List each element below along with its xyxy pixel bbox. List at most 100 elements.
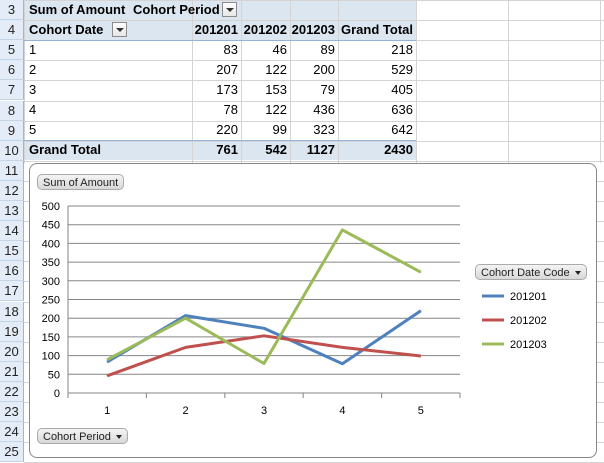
row-header[interactable]: 15: [0, 241, 24, 261]
y-tick-label: 50: [48, 369, 60, 381]
row-header[interactable]: 17: [0, 281, 24, 301]
row-header[interactable]: 25: [0, 442, 24, 462]
pivot-value-cell[interactable]: 78: [223, 102, 238, 117]
pivot-value-cell[interactable]: 200: [313, 62, 335, 77]
pivot-value-cell[interactable]: 529: [391, 62, 413, 77]
row-header[interactable]: 5: [0, 40, 24, 60]
data-point: [341, 346, 343, 348]
legend-field-label: Cohort Date Code: [481, 267, 570, 279]
pivot-chart[interactable]: Sum of Amount Cohort Period Cohort Date …: [29, 163, 597, 458]
y-tick-label: 200: [42, 313, 60, 325]
pivot-value-cell[interactable]: 89: [320, 42, 335, 57]
pivot-value-cell[interactable]: 173: [216, 82, 238, 97]
row-gridline: [24, 141, 604, 142]
pivot-row-field[interactable]: Cohort Date: [29, 22, 104, 37]
pivot-header-border: [24, 40, 416, 41]
pivot-row-label[interactable]: 2: [29, 62, 37, 77]
row-gridline: [24, 101, 604, 102]
pivot-row-label[interactable]: 5: [29, 122, 37, 137]
pivot-value-cell[interactable]: 46: [272, 42, 287, 57]
row-gridline: [24, 80, 604, 81]
grand-total-label: Grand Total: [29, 142, 101, 157]
pivot-column-header: 201202: [243, 22, 287, 37]
pivot-value-cell[interactable]: 99: [272, 122, 287, 137]
row-header[interactable]: 4: [0, 20, 24, 40]
pivot-value-cell[interactable]: 642: [391, 122, 413, 137]
row-header[interactable]: 19: [0, 322, 24, 342]
x-tick-label: 3: [261, 405, 267, 417]
row-header[interactable]: 11: [0, 161, 24, 181]
data-point: [263, 335, 265, 337]
pivot-row-label[interactable]: 3: [29, 82, 37, 97]
row-header[interactable]: 21: [0, 362, 24, 382]
pivot-value-cell[interactable]: 405: [391, 82, 413, 97]
chevron-down-icon: [115, 435, 122, 440]
legend-field-button[interactable]: Cohort Date Code: [475, 264, 587, 280]
y-tick-label: 300: [42, 276, 60, 288]
column-gridline: [508, 0, 509, 163]
y-tick-label: 100: [42, 351, 60, 363]
data-point: [420, 310, 422, 312]
column-filter-dropdown[interactable]: [222, 2, 237, 17]
x-tick-label: 1: [104, 405, 110, 417]
row-header[interactable]: 13: [0, 201, 24, 221]
row-header[interactable]: 24: [0, 422, 24, 442]
pivot-value-cell[interactable]: 83: [223, 42, 238, 57]
data-point: [263, 362, 265, 364]
y-tick-label: 0: [54, 388, 60, 400]
data-point: [185, 346, 187, 348]
pivot-value-cell[interactable]: 153: [265, 82, 287, 97]
grand-total-cell: 2430: [384, 142, 413, 157]
pivot-value-field: Sum of Amount: [29, 2, 126, 17]
data-point: [341, 363, 343, 365]
row-header[interactable]: 23: [0, 402, 24, 422]
value-field-label: Sum of Amount: [43, 177, 119, 189]
pivot-value-cell[interactable]: 636: [391, 102, 413, 117]
y-tick-label: 250: [42, 295, 60, 307]
row-header[interactable]: 6: [0, 60, 24, 80]
x-tick-label: 4: [339, 405, 345, 417]
axis-field-label: Cohort Period: [43, 431, 111, 443]
row-header[interactable]: 22: [0, 382, 24, 402]
value-field-button[interactable]: Sum of Amount: [37, 174, 125, 190]
x-tick-label: 2: [183, 405, 189, 417]
pivot-column-header: Grand Total: [341, 22, 413, 37]
row-filter-dropdown[interactable]: [112, 22, 127, 37]
pivot-value-cell[interactable]: 207: [216, 62, 238, 77]
pivot-value-cell[interactable]: 218: [391, 42, 413, 57]
row-header[interactable]: 12: [0, 181, 24, 201]
column-gridline: [338, 0, 339, 163]
row-header[interactable]: 10: [0, 141, 24, 161]
pivot-column-field[interactable]: Cohort Period: [133, 2, 220, 17]
pivot-row-label[interactable]: 4: [29, 102, 37, 117]
axis-field-button[interactable]: Cohort Period: [37, 428, 128, 444]
column-gridline: [600, 0, 601, 163]
grand-total-cell: 542: [265, 142, 287, 157]
row-header[interactable]: 16: [0, 261, 24, 281]
row-gridline: [24, 121, 604, 122]
pivot-value-cell[interactable]: 436: [313, 102, 335, 117]
pivot-value-cell[interactable]: 220: [216, 122, 238, 137]
row-gridline: [24, 20, 604, 21]
y-tick-label: 450: [42, 220, 60, 232]
x-tick-label: 5: [418, 405, 424, 417]
legend-entry: 201202: [510, 315, 547, 327]
pivot-value-cell[interactable]: 122: [265, 62, 287, 77]
data-point: [341, 229, 343, 231]
row-header[interactable]: 9: [0, 121, 24, 141]
pivot-value-cell[interactable]: 323: [313, 122, 335, 137]
grand-total-cell: 761: [216, 142, 238, 157]
row-header[interactable]: 8: [0, 101, 24, 121]
row-header[interactable]: 7: [0, 80, 24, 100]
row-header[interactable]: 3: [0, 0, 24, 20]
row-header[interactable]: 18: [0, 302, 24, 322]
row-header[interactable]: 20: [0, 342, 24, 362]
pivot-column-header: 201201: [194, 22, 238, 37]
data-point: [106, 375, 108, 377]
chart-plot: 0 50 100 150 200 250 300 350 400 450 500 1 2 3 4 5 20120…: [42, 201, 547, 417]
pivot-value-cell[interactable]: 122: [265, 102, 287, 117]
pivot-row-label[interactable]: 1: [29, 42, 37, 57]
y-tick-label: 400: [42, 238, 60, 250]
row-header[interactable]: 14: [0, 221, 24, 241]
pivot-value-cell[interactable]: 79: [320, 82, 335, 97]
